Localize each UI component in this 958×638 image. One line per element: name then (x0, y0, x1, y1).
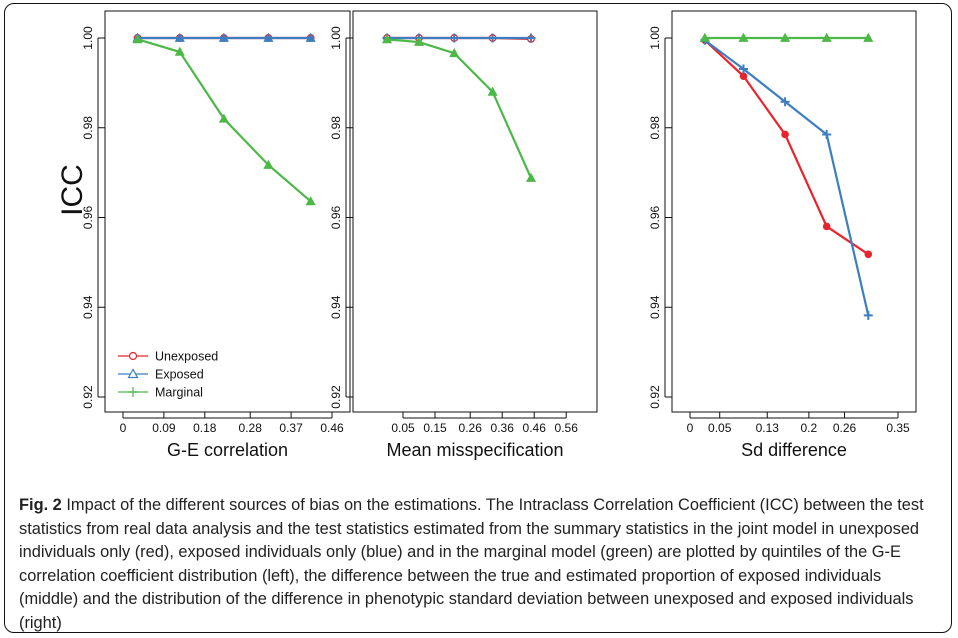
legend-plus-marker (128, 387, 138, 397)
legend-label: Unexposed (155, 350, 218, 364)
data-point (132, 34, 143, 44)
data-point (263, 32, 274, 42)
y-tick-label: 1.00 (329, 26, 343, 50)
y-tick-label: 0.94 (329, 295, 343, 319)
x-tick-label: 0.26 (833, 421, 857, 435)
data-point (381, 34, 393, 44)
y-tick-label: 0.94 (648, 295, 662, 319)
data-point (218, 113, 229, 123)
x-tick-label: 0.26 (459, 421, 483, 435)
legend: Unexposed Exposed Marginal (118, 350, 218, 400)
data-point (305, 32, 316, 42)
y-tick-label: 0.92 (329, 385, 343, 409)
series-line (704, 39, 869, 256)
figure-frame (4, 3, 952, 633)
x-tick-label: 0.15 (423, 421, 447, 435)
x-tick-label: 0.13 (756, 421, 780, 435)
y-tick-label: 1.00 (648, 26, 662, 50)
data-point (699, 32, 710, 42)
data-point (525, 172, 537, 182)
series-marginal (132, 34, 316, 206)
series-line (704, 39, 870, 316)
x-tick-label: 0.09 (152, 421, 176, 435)
x-tick-label: 0.46 (523, 421, 547, 435)
data-point (863, 32, 874, 42)
y-tick-label: 0.94 (81, 295, 95, 319)
caption-text: Impact of the different sources of bias … (19, 496, 924, 632)
x-axis-label: G-E correlation (167, 440, 288, 460)
legend-triangle-marker (127, 368, 139, 379)
data-point (780, 97, 790, 107)
legend-label: Exposed (155, 368, 204, 382)
x-tick-label: 0.2 (801, 421, 818, 435)
plot-box (104, 10, 351, 413)
data-point (863, 310, 873, 320)
x-tick-label: 0.36 (491, 421, 515, 435)
caption-label: Fig. 2 (19, 496, 62, 514)
data-point (781, 130, 789, 139)
plot-box (352, 10, 598, 413)
x-tick-label: 0.46 (320, 421, 344, 435)
series-marginal (699, 32, 874, 42)
y-tick-label: 0.92 (648, 385, 662, 409)
y-tick-label: 0.92 (81, 385, 95, 409)
series-marginal (381, 34, 537, 182)
data-point (488, 33, 498, 43)
data-point (449, 48, 460, 58)
x-tick-label: 0 (120, 421, 127, 435)
data-point (218, 32, 229, 42)
data-point (174, 46, 185, 56)
data-point (487, 86, 498, 96)
x-tick-label: 0.37 (279, 421, 303, 435)
x-tick-label: 0 (687, 421, 694, 435)
series-line (386, 38, 533, 179)
data-point (526, 33, 536, 43)
data-point (864, 250, 873, 259)
figure-caption: Fig. 2 Impact of the different sources o… (19, 494, 944, 636)
data-point (822, 129, 832, 139)
x-tick-label: 0.56 (555, 421, 579, 435)
chart-panel-1: 0.92 0.94 0.96 0.98 1.00 0 0.09 0.18 0.28 0.37 0.4… (81, 10, 351, 460)
y-axis-label: ICC (56, 164, 89, 216)
plot-box (671, 10, 917, 413)
y-tick-label: 0.98 (81, 116, 95, 140)
x-tick-label: 0.18 (193, 421, 217, 435)
legend-circle-marker (128, 351, 138, 361)
chart-panel-3: 0.92 0.94 0.96 0.98 1.00 0 0.05 0.13 0.2 0.26 0.35… (648, 10, 917, 460)
data-point (174, 32, 185, 42)
x-tick-label: 0.35 (886, 421, 910, 435)
series-exposed (132, 32, 316, 42)
x-tick-label: 0.05 (391, 421, 415, 435)
data-point (739, 72, 748, 80)
data-point (780, 32, 791, 42)
x-axis-label: Mean misspecification (386, 440, 563, 460)
series-unexposed (701, 36, 873, 259)
legend-label: Marginal (155, 386, 203, 400)
data-point (263, 159, 274, 169)
data-point (413, 36, 425, 46)
y-tick-label: 0.96 (81, 205, 95, 229)
y-tick-label: 1.00 (81, 26, 95, 50)
y-tick-label: 0.96 (648, 205, 662, 229)
data-point (822, 222, 831, 231)
chart-panel-2: 0.92 0.94 0.96 0.98 1.00 0.05 0.15 0.26 0.36 0.46… (329, 10, 598, 460)
x-tick-label: 0.28 (239, 421, 263, 435)
data-point (821, 32, 832, 42)
x-tick-label: 0.05 (708, 421, 732, 435)
y-tick-label: 0.96 (329, 205, 343, 229)
y-tick-label: 0.98 (329, 116, 343, 140)
data-point (738, 64, 748, 74)
data-point (305, 196, 316, 206)
series-exposed (700, 35, 873, 320)
y-tick-label: 0.98 (648, 116, 662, 140)
data-point (449, 33, 459, 43)
x-axis-label: Sd difference (741, 440, 847, 460)
data-point (738, 32, 749, 42)
